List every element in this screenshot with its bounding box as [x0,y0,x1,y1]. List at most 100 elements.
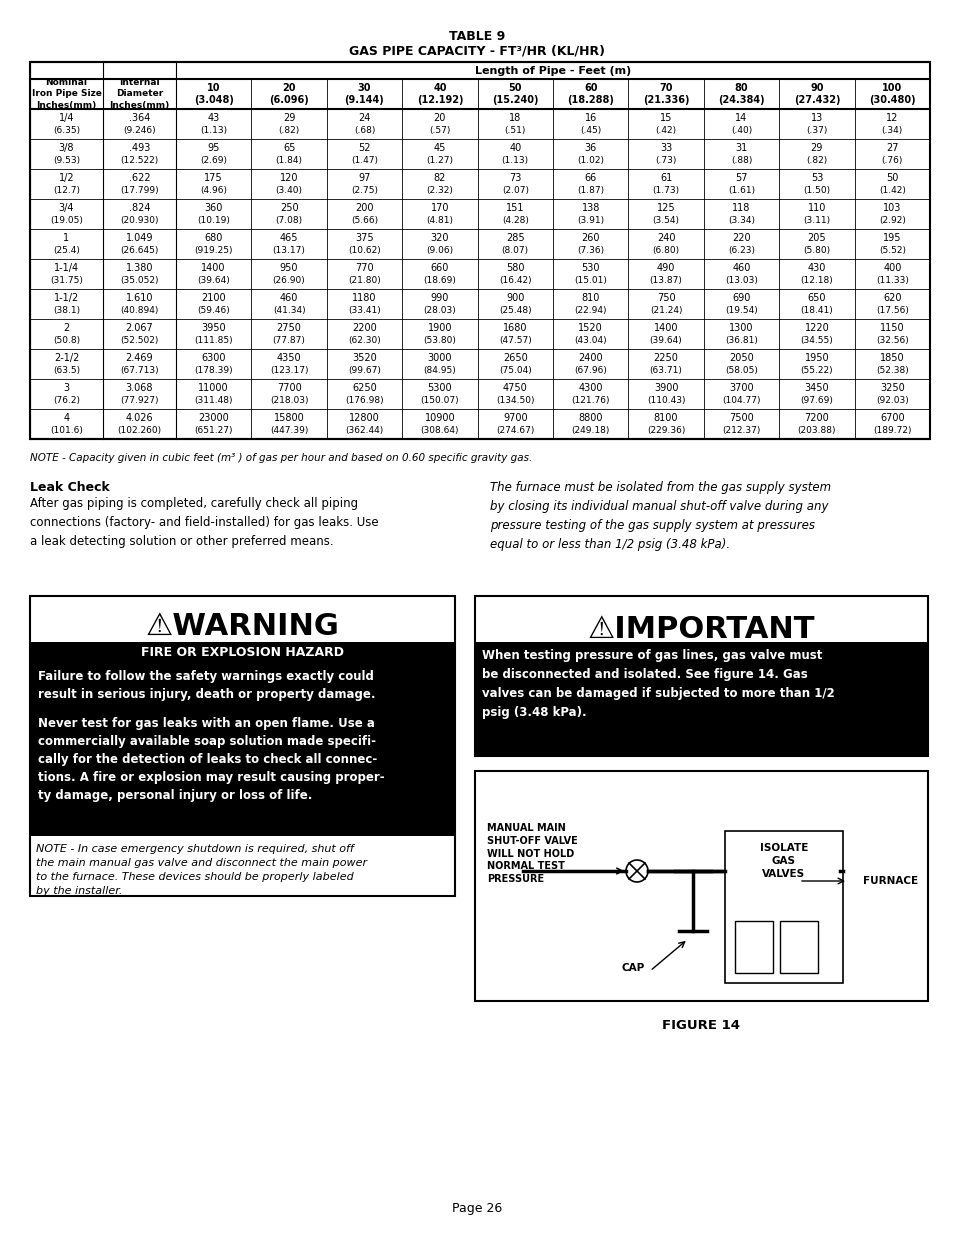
Text: 97: 97 [358,173,371,183]
Text: (2.75): (2.75) [351,186,377,195]
Text: (52.38): (52.38) [875,367,907,375]
Text: (3.54): (3.54) [652,216,679,226]
Text: 30
(9.144): 30 (9.144) [344,83,384,105]
Text: (.42): (.42) [655,126,676,136]
Text: (21.80): (21.80) [348,277,380,285]
Text: 29: 29 [283,112,295,124]
Text: 170: 170 [430,203,449,212]
Text: 950: 950 [279,263,298,273]
Bar [475,771,927,1002]
Text: (18.69): (18.69) [423,277,456,285]
Text: (308.64): (308.64) [420,426,458,436]
Text: 118: 118 [732,203,750,212]
Text: 200: 200 [355,203,374,212]
Bar [30,662,455,836]
Text: 103: 103 [882,203,901,212]
Text: 900: 900 [506,293,524,303]
Text: (101.6): (101.6) [50,426,83,436]
Text: 14: 14 [735,112,747,124]
Text: 1.049: 1.049 [126,233,153,243]
Text: (362.44): (362.44) [345,426,383,436]
Text: Page 26: Page 26 [452,1202,501,1215]
Text: 2.067: 2.067 [126,324,153,333]
Text: 320: 320 [430,233,449,243]
Text: 95: 95 [208,143,219,153]
Text: 460: 460 [732,263,750,273]
Text: After gas piping is completed, carefully check all piping
connections (factory- : After gas piping is completed, carefully… [30,496,378,548]
Text: 15800: 15800 [274,412,304,424]
Text: (.51): (.51) [504,126,525,136]
Text: (10.19): (10.19) [197,216,230,226]
Text: 4350: 4350 [276,353,301,363]
Text: 80
(24.384): 80 (24.384) [718,83,764,105]
Text: (5.66): (5.66) [351,216,377,226]
Text: 2100: 2100 [201,293,226,303]
Text: 1400: 1400 [653,324,678,333]
Text: 82: 82 [434,173,446,183]
Text: 1180: 1180 [352,293,376,303]
Text: (20.930): (20.930) [120,216,158,226]
Text: 3900: 3900 [653,383,678,393]
Text: (26.90): (26.90) [273,277,305,285]
Text: 8800: 8800 [578,412,602,424]
Text: (17.799): (17.799) [120,186,158,195]
Text: 3: 3 [63,383,70,393]
Text: 125: 125 [656,203,675,212]
Text: (43.04): (43.04) [574,336,606,346]
Text: .493: .493 [129,143,150,153]
Text: (19.54): (19.54) [724,306,757,315]
Text: (36.81): (36.81) [724,336,757,346]
Text: ⚠IMPORTANT: ⚠IMPORTANT [587,615,815,643]
Text: (8.07): (8.07) [501,247,528,256]
Text: (.57): (.57) [429,126,450,136]
Text: 12800: 12800 [349,412,379,424]
Text: 490: 490 [657,263,675,273]
Text: 6300: 6300 [201,353,226,363]
Text: (5.52): (5.52) [878,247,904,256]
Text: 810: 810 [581,293,599,303]
Text: 620: 620 [882,293,901,303]
Text: (3.11): (3.11) [802,216,830,226]
Text: (50.8): (50.8) [52,336,80,346]
Text: (7.36): (7.36) [577,247,603,256]
Text: 660: 660 [430,263,449,273]
Text: When testing pressure of gas lines, gas valve must
be disconnected and isolated.: When testing pressure of gas lines, gas … [481,650,834,719]
Text: ISOLATE
GAS
VALVES: ISOLATE GAS VALVES [759,844,807,878]
Text: 260: 260 [580,233,599,243]
Text: 1/4: 1/4 [59,112,74,124]
Text: 250: 250 [279,203,298,212]
Text: 120: 120 [279,173,298,183]
Text: (.73): (.73) [655,157,676,165]
Text: 2750: 2750 [276,324,301,333]
Text: 1.380: 1.380 [126,263,153,273]
Text: 3450: 3450 [803,383,828,393]
Text: (218.03): (218.03) [270,396,308,405]
Text: 60
(18.288): 60 (18.288) [567,83,614,105]
Text: (11.33): (11.33) [875,277,908,285]
Text: 16: 16 [584,112,597,124]
Text: 430: 430 [807,263,825,273]
Text: 205: 205 [807,233,825,243]
Text: 2050: 2050 [728,353,753,363]
Text: 36: 36 [584,143,597,153]
Text: (2.32): (2.32) [426,186,453,195]
Text: 12: 12 [885,112,898,124]
Text: 110: 110 [807,203,825,212]
Text: (.68): (.68) [354,126,375,136]
Text: (134.50): (134.50) [496,396,534,405]
Text: (99.67): (99.67) [348,367,380,375]
Text: 1400: 1400 [201,263,226,273]
Text: 8100: 8100 [653,412,678,424]
Text: (3.34): (3.34) [727,216,754,226]
Text: (102.260): (102.260) [117,426,161,436]
Text: 1680: 1680 [502,324,527,333]
Text: (21.24): (21.24) [649,306,681,315]
Text: (5.80): (5.80) [802,247,830,256]
Text: (25.4): (25.4) [53,247,80,256]
Text: (6.23): (6.23) [727,247,754,256]
Text: GAS PIPE CAPACITY - FT³/HR (KL/HR): GAS PIPE CAPACITY - FT³/HR (KL/HR) [349,44,604,57]
Text: (1.61): (1.61) [727,186,754,195]
Text: (1.42): (1.42) [878,186,904,195]
Text: 1150: 1150 [879,324,903,333]
Text: 680: 680 [204,233,223,243]
